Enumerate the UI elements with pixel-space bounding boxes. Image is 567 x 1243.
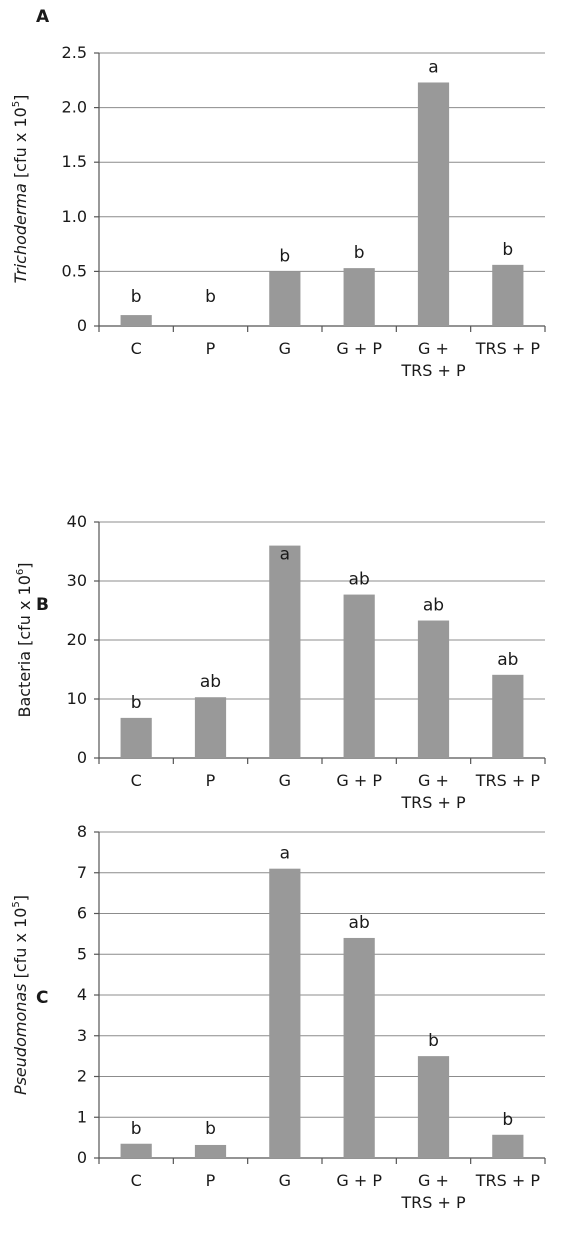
y-axis-label-unit: Bacteria [cfu x 10: [15, 575, 34, 717]
y-axis-label-exponent: 5: [11, 901, 22, 907]
y-axis-label-close: ]: [11, 95, 30, 101]
significance-letter: b: [354, 243, 365, 263]
bar: [343, 937, 375, 1158]
bar: [120, 1143, 152, 1158]
bar: [492, 674, 524, 758]
significance-letter: b: [205, 1119, 216, 1139]
category-label: P: [206, 771, 216, 790]
y-axis-label: Pseudomonas [cfu x 105]: [11, 895, 30, 1095]
y-axis-label: Bacteria [cfu x 106]: [15, 562, 34, 717]
y-axis-label-close: ]: [11, 895, 30, 901]
category-label: G +: [418, 339, 449, 358]
significance-letter: ab: [423, 596, 444, 616]
category-label: TRS + P: [400, 361, 466, 380]
bar: [120, 315, 152, 326]
y-axis-label-close: ]: [15, 562, 34, 568]
y-axis-label-unit: [cfu x 10: [11, 107, 30, 183]
bar: [194, 1144, 227, 1158]
category-label: TRS + P: [475, 771, 541, 790]
y-tick-label: 7: [77, 863, 87, 882]
y-axis-label-organism: Pseudomonas: [11, 983, 30, 1095]
category-label: G + P: [336, 771, 382, 790]
y-tick-label: 1: [77, 1107, 87, 1126]
significance-letter: b: [131, 287, 142, 307]
category-label: C: [131, 771, 142, 790]
category-label: TRS + P: [400, 793, 466, 812]
panel-letter: A: [36, 7, 50, 27]
significance-letter: b: [279, 246, 290, 266]
category-label: TRS + P: [475, 339, 541, 358]
significance-letter: b: [502, 1110, 513, 1130]
category-label: C: [131, 1171, 142, 1190]
significance-letter: a: [428, 57, 438, 77]
y-axis-label-exponent: 5: [11, 101, 22, 107]
significance-letter: ab: [349, 570, 370, 590]
significance-letter: b: [131, 1119, 142, 1139]
y-tick-label: 5: [77, 944, 87, 963]
bar: [417, 620, 450, 758]
category-label: G +: [418, 771, 449, 790]
bar: [492, 264, 524, 326]
y-tick-label: 2: [77, 1067, 87, 1086]
bar: [417, 1056, 450, 1158]
y-tick-label: 0.5: [62, 261, 87, 280]
y-tick-label: 40: [67, 512, 87, 531]
y-tick-label: 20: [67, 630, 87, 649]
y-axis-label-exponent: 6: [15, 569, 26, 575]
bar: [343, 268, 375, 326]
bar: [120, 717, 152, 758]
category-label: G: [279, 339, 291, 358]
category-label: G: [279, 771, 291, 790]
category-label: C: [131, 339, 142, 358]
bar: [194, 697, 227, 758]
y-tick-label: 0: [77, 1148, 87, 1167]
category-label: P: [206, 1171, 216, 1190]
y-tick-label: 6: [77, 904, 87, 923]
y-tick-label: 30: [67, 571, 87, 590]
chart-panel-a: A 0 0.5 1.0 1.5 2.0 2.5 b Cb Pb Gb G + P a G + TRS + P…: [11, 7, 546, 380]
y-tick-label: 3: [77, 1026, 87, 1045]
category-label: G +: [418, 1171, 449, 1190]
category-label: TRS + P: [400, 1193, 466, 1212]
bar: [343, 594, 375, 758]
y-tick-label: 8: [77, 822, 87, 841]
category-label: P: [206, 339, 216, 358]
bar: [492, 1134, 524, 1158]
y-tick-label: 4: [77, 985, 87, 1004]
significance-letter: a: [280, 844, 290, 864]
panel-letter: B: [36, 595, 49, 615]
bar: [269, 271, 301, 326]
bar: [269, 868, 301, 1158]
bar: [417, 82, 450, 326]
significance-letter: b: [131, 693, 142, 713]
significance-letter: ab: [200, 672, 221, 692]
y-tick-label: 1.0: [62, 207, 87, 226]
significance-letter: b: [205, 287, 216, 307]
y-axis-label-organism: Trichoderma: [11, 183, 30, 283]
y-tick-label: 2.5: [62, 43, 87, 62]
significance-letter: b: [502, 240, 513, 260]
significance-letter: b: [428, 1031, 439, 1051]
category-label: G + P: [336, 1171, 382, 1190]
y-tick-label: 0: [77, 316, 87, 335]
y-tick-label: 0: [77, 748, 87, 767]
y-tick-label: 10: [67, 689, 87, 708]
y-tick-label: 2.0: [62, 98, 87, 117]
y-tick-label: 1.5: [62, 152, 87, 171]
bar: [269, 545, 301, 758]
chart-panel-c: C 0 1 2 3 4 5 6 7 8 b Cb Pa Gab G + P b G + TRS + P b TRS +…: [11, 822, 546, 1212]
y-axis-label-unit: [cfu x 10: [11, 908, 30, 984]
panel-letter: C: [36, 988, 48, 1008]
y-axis-label: Trichoderma [cfu x 105]: [11, 95, 30, 284]
significance-letter: ab: [497, 650, 518, 670]
significance-letter: ab: [349, 913, 370, 933]
category-label: TRS + P: [475, 1171, 541, 1190]
category-label: G + P: [336, 339, 382, 358]
chart-panel-b: B 0 10 20 30 40 b Cab Pa Gab G + P ab G + TRS + P ab TR…: [15, 512, 546, 812]
significance-letter: a: [280, 545, 290, 565]
category-label: G: [279, 1171, 291, 1190]
